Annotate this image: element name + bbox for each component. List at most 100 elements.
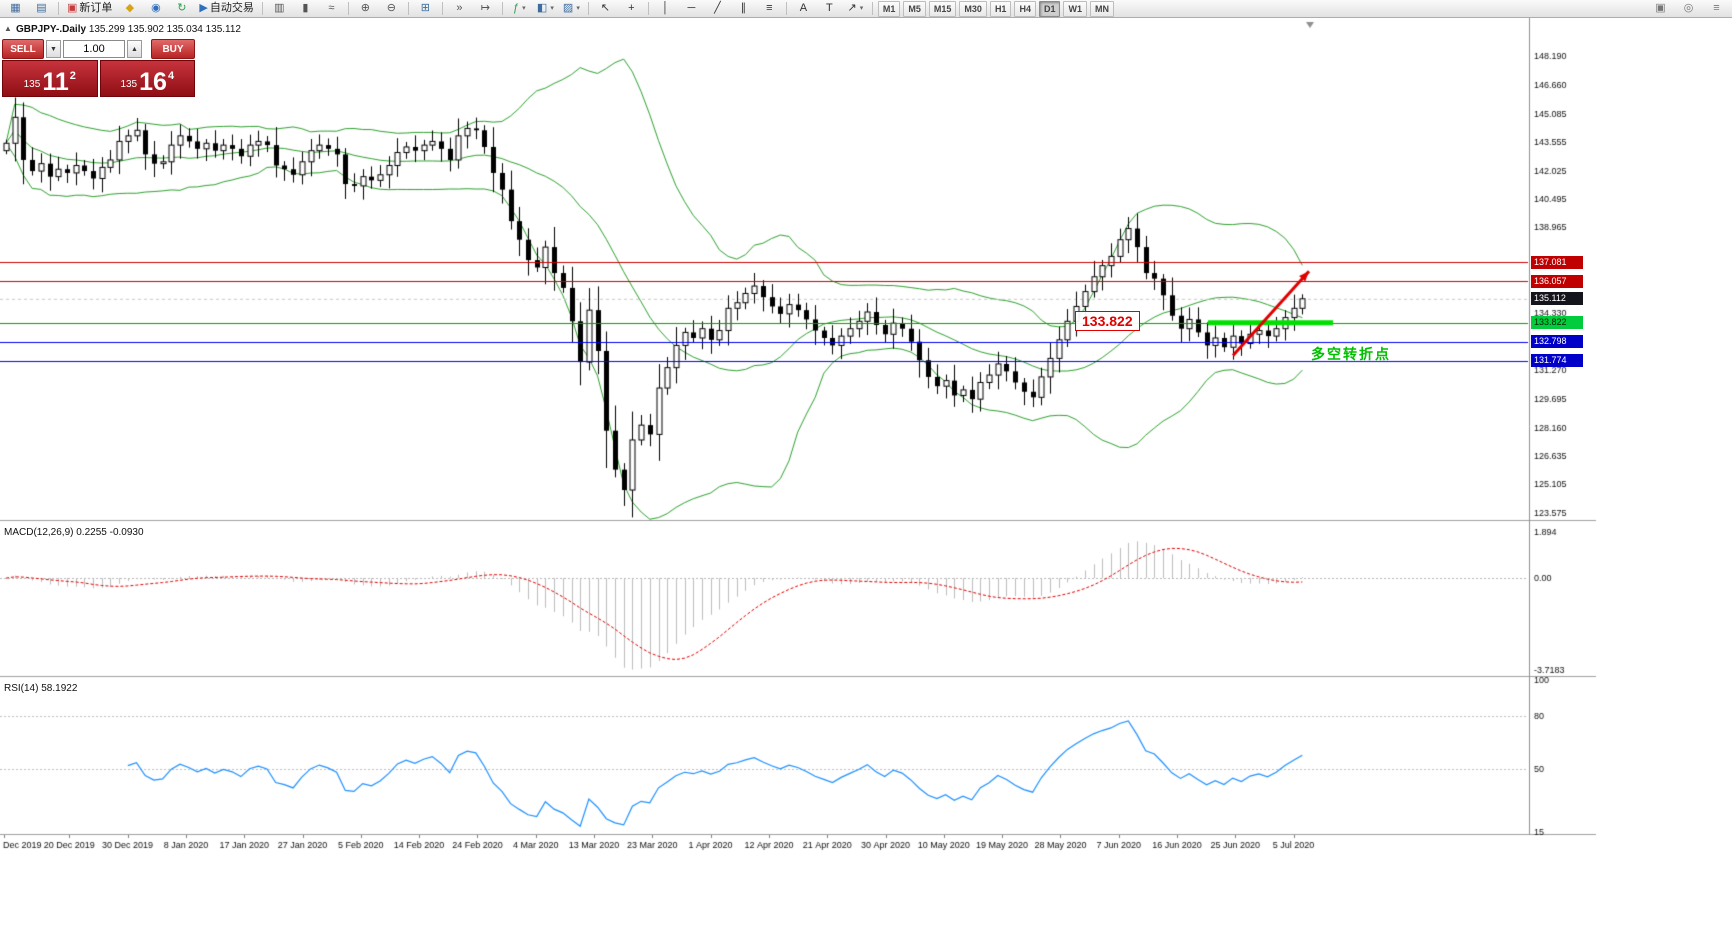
toolbar-separator (261, 2, 263, 15)
text-button[interactable]: A (791, 0, 816, 17)
toolbar-separator (347, 2, 349, 15)
new-chart-button[interactable]: ▦ (3, 0, 28, 17)
price-chart-canvas[interactable] (0, 18, 1732, 863)
chart-shift-icon: ↦ (480, 2, 490, 14)
ohlc-values: 135.299 135.902 135.034 135.112 (88, 24, 241, 35)
sell-price-pips: 11 (42, 68, 69, 96)
text-label-button[interactable]: T (817, 0, 842, 17)
toolbar-left-group: ▦ ▤ ▣ 新订单 ◆ ◉ ↻ ▶ 自动交易 ▥ ▮ ≈ ⊕ ⊖ ⊞» ↦ ƒ ▾ ◧ ▾ ▨ ▾ ↖ + │ ─ ╱ ∥ ≡ A T ↗ ▾ M… (3, 0, 1648, 17)
support-price-badge-blue-1: 132.798 (1531, 335, 1583, 349)
toolbar-separator (58, 2, 59, 15)
bar-chart-button[interactable]: ▥ (267, 0, 292, 17)
crosshair-icon: + (628, 2, 635, 14)
chart-title: GBPJPY-.Daily 135.299 135.902 135.034 13… (16, 24, 241, 35)
cursor-button[interactable]: ↖ (593, 0, 618, 17)
buy-price-display[interactable]: 135 16 4 (99, 60, 195, 97)
market-watch-button[interactable]: ◆ (117, 0, 142, 17)
new-order-icon: ▣ (67, 2, 78, 14)
buy-price-pips: 16 (139, 68, 167, 96)
toolbar-separator (501, 2, 503, 15)
periods-icon: ◧ (536, 2, 548, 14)
rsi-indicator-label: RSI(14) 58.1922 (4, 683, 78, 694)
templates-icon: ▨ (562, 2, 574, 14)
search-button[interactable]: ◎ (1683, 2, 1694, 14)
buy-price-point: 4 (167, 70, 175, 82)
volume-input[interactable] (63, 40, 125, 58)
chevron-down-icon: ▾ (550, 5, 554, 12)
autotrading-button[interactable]: ▶ 自动交易 (195, 0, 257, 17)
horizontal-line-icon: ─ (687, 2, 696, 14)
chart-shift-button[interactable]: ↦ (473, 0, 498, 17)
new-order-button-label: 新订单 (79, 2, 113, 14)
channel-button[interactable]: ∥ (731, 0, 756, 17)
timeframe-button-h1[interactable]: H1 (989, 0, 1012, 17)
indicators-button[interactable]: ƒ ▾ (507, 0, 532, 17)
buy-button[interactable]: BUY (151, 39, 195, 59)
resistance-price-badge-2: 136.057 (1531, 274, 1583, 288)
timeframe-button-m30[interactable]: M30 (959, 0, 987, 17)
trendline-button[interactable]: ╱ (705, 0, 730, 17)
timeframe-button-m1[interactable]: M1 (877, 0, 901, 17)
timeframe-button-h4[interactable]: H4 (1014, 0, 1036, 17)
profiles-button[interactable]: ▤ (29, 0, 54, 17)
refresh-button[interactable]: ↻ (169, 0, 194, 17)
macd-indicator-label: MACD(12,26,9) 0.2255 -0.0930 (4, 527, 144, 538)
turning-point-annotation[interactable]: 多空转折点 (1311, 346, 1391, 362)
timeframe-button-d1[interactable]: D1 (1038, 0, 1061, 17)
crosshair-button[interactable]: + (619, 0, 644, 17)
text-label-icon: T (826, 2, 833, 14)
auto-scroll-button[interactable]: » (447, 0, 472, 17)
timeframe-button-w1[interactable]: W1 (1063, 0, 1087, 17)
toolbar-separator (441, 2, 443, 15)
toolbar-separator (785, 2, 787, 15)
trade-panel-collapse-icon[interactable]: ▲ (4, 24, 12, 33)
zoom-out-button[interactable]: ⊖ (379, 0, 404, 17)
sell-price-point: 2 (69, 70, 76, 82)
sell-price-base: 135 (23, 79, 41, 90)
data-window-icon: ◉ (151, 2, 161, 14)
timeframe-button-m15[interactable]: M15 (928, 0, 957, 17)
arrows-button[interactable]: ↗ ▾ (843, 0, 868, 17)
new-chart-icon: ▦ (10, 2, 21, 14)
market-watch-icon: ◆ (125, 2, 135, 14)
current-price-badge: 135.112 (1531, 292, 1583, 306)
candlestick-chart-icon: ▮ (302, 2, 309, 14)
templates-button[interactable]: ▨ ▾ (559, 0, 584, 17)
price-callout-label[interactable]: 133.822 (1075, 311, 1140, 331)
menu-button[interactable]: ≡ (1713, 2, 1720, 14)
arrows-icon: ↗ (847, 2, 857, 14)
data-window-button[interactable]: ◉ (143, 0, 168, 17)
zoom-in-icon: ⊕ (360, 2, 370, 14)
toolbar: ▦ ▤ ▣ 新订单 ◆ ◉ ↻ ▶ 自动交易 ▥ ▮ ≈ ⊕ ⊖ ⊞» ↦ ƒ ▾ ◧ ▾ ▨ ▾ ↖ + │ ─ ╱ ∥ ≡ A T ↗ ▾ M… (0, 0, 1732, 18)
chevron-down-icon: ▾ (522, 5, 526, 12)
toolbar-separator (407, 2, 409, 15)
fibonacci-button[interactable]: ≡ (757, 0, 782, 17)
bar-chart-icon: ▥ (274, 2, 285, 14)
refresh-icon: ↻ (177, 2, 187, 14)
volume-increase-button[interactable]: ▲ (127, 40, 142, 58)
new-order-button[interactable]: ▣ 新订单 (63, 0, 116, 17)
profiles-icon: ▤ (36, 2, 47, 14)
vertical-line-button[interactable]: │ (653, 0, 678, 17)
candlestick-chart-button[interactable]: ▮ (293, 0, 318, 17)
timeframe-button-m5[interactable]: M5 (903, 0, 926, 17)
autotrading-icon: ▶ (199, 2, 208, 14)
tile-windows-icon: ⊞ (420, 2, 430, 14)
sell-button[interactable]: SELL (2, 39, 44, 59)
sell-price-display[interactable]: 135 11 2 (2, 60, 98, 97)
zoom-out-icon: ⊖ (386, 2, 396, 14)
timeframe-button-mn[interactable]: MN (1089, 0, 1114, 17)
trendline-icon: ╱ (714, 2, 721, 14)
horizontal-line-button[interactable]: ─ (679, 0, 704, 17)
line-chart-button[interactable]: ≈ (319, 0, 344, 17)
trade-panel-prices: 135 11 2 135 16 4 (2, 60, 195, 97)
trade-panel-row: SELL ▼ ▲ BUY (2, 39, 195, 59)
zoom-in-button[interactable]: ⊕ (353, 0, 378, 17)
buy-price-base: 135 (120, 79, 138, 90)
window-list-button[interactable]: ▣ (1655, 2, 1666, 14)
tile-windows-button[interactable]: ⊞ (413, 0, 438, 17)
symbol-period-label: GBPJPY-.Daily (16, 24, 87, 35)
periods-button[interactable]: ◧ ▾ (533, 0, 558, 17)
volume-decrease-button[interactable]: ▼ (46, 40, 61, 58)
